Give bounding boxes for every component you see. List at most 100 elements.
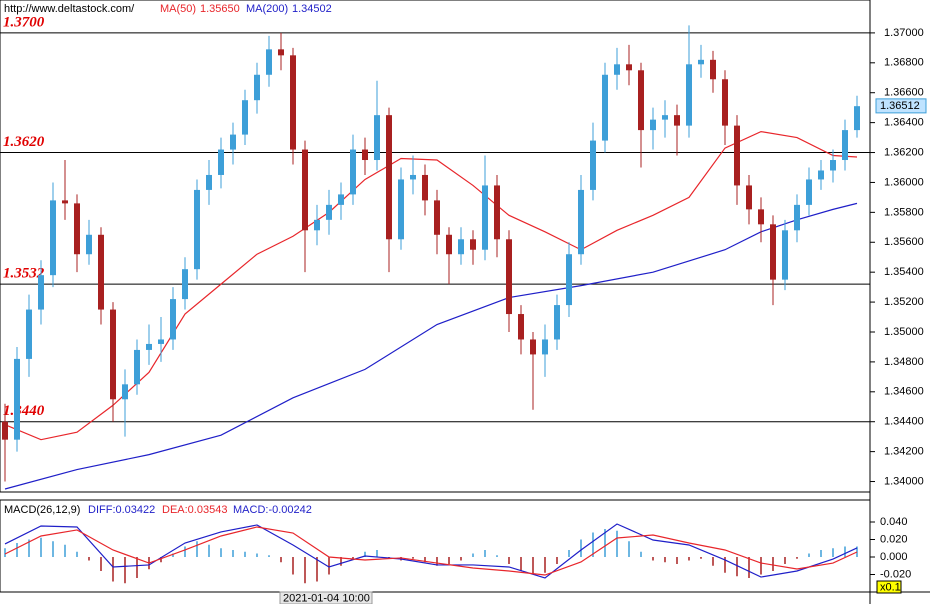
level-label: 1.3700 bbox=[3, 14, 45, 30]
y-tick-label: 1.35400 bbox=[884, 266, 924, 278]
legend-name: DEA:0.03543 bbox=[162, 504, 227, 516]
candle-body bbox=[122, 384, 128, 400]
price-panel bbox=[0, 0, 871, 493]
legend-value: 1.35650 bbox=[200, 3, 240, 15]
candle-body bbox=[434, 200, 440, 235]
candle-body bbox=[722, 79, 728, 126]
y-tick-label: 0.020 bbox=[880, 533, 908, 545]
candle-body bbox=[182, 269, 188, 300]
candle-body bbox=[782, 230, 788, 280]
candle-body bbox=[110, 309, 116, 400]
legend-value: 1.34502 bbox=[292, 3, 332, 15]
candle-body bbox=[278, 49, 284, 56]
y-tick-label: 1.36400 bbox=[884, 117, 924, 129]
y-tick-label: 0.040 bbox=[880, 516, 908, 528]
legend-name: DIFF:0.03422 bbox=[88, 504, 155, 516]
candle-body bbox=[266, 49, 272, 75]
candle-body bbox=[518, 314, 524, 340]
macd-panel bbox=[0, 499, 871, 593]
candle-body bbox=[614, 64, 620, 75]
price-tag-label: 1.36512 bbox=[880, 100, 920, 112]
y-tick-label: 1.36600 bbox=[884, 87, 924, 99]
candle-body bbox=[482, 185, 488, 250]
candle-body bbox=[458, 239, 464, 255]
candle-body bbox=[242, 100, 248, 135]
candle-body bbox=[650, 119, 656, 131]
source-url: http://www.deltastock.com/ bbox=[4, 3, 135, 15]
candle-body bbox=[566, 254, 572, 306]
legend-name: MA(200) bbox=[246, 3, 288, 15]
candle-body bbox=[758, 209, 764, 225]
y-tick-label: 1.35800 bbox=[884, 206, 924, 218]
candle-body bbox=[470, 239, 476, 250]
legend-name: MACD:-0.00242 bbox=[233, 504, 312, 516]
level-label: 1.3440 bbox=[3, 403, 45, 419]
candle-body bbox=[554, 305, 560, 340]
candle-body bbox=[38, 275, 44, 310]
candle-body bbox=[698, 59, 704, 65]
candle-body bbox=[734, 125, 740, 186]
level-label: 1.3620 bbox=[3, 134, 45, 150]
macd-title: MACD(26,12,9) bbox=[4, 504, 80, 516]
y-tick-label: 1.34400 bbox=[884, 416, 924, 428]
candle-body bbox=[494, 185, 500, 240]
candle-body bbox=[26, 309, 32, 359]
candle-body bbox=[314, 219, 320, 231]
moving-average bbox=[4, 130, 858, 441]
candle-body bbox=[602, 74, 608, 141]
candle-body bbox=[158, 339, 164, 344]
y-tick-label: 1.36000 bbox=[884, 176, 924, 188]
y-tick-label: 1.35000 bbox=[884, 326, 924, 338]
macd-line bbox=[4, 526, 858, 576]
candle-body bbox=[542, 339, 548, 355]
candle-body bbox=[638, 70, 644, 131]
candle-body bbox=[14, 358, 20, 440]
candle-body bbox=[386, 115, 392, 240]
candle-body bbox=[326, 204, 332, 220]
legend-name: MA(50) bbox=[160, 3, 196, 15]
candle-body bbox=[230, 134, 236, 150]
candle-body bbox=[854, 106, 860, 131]
candle-body bbox=[410, 174, 416, 180]
y-tick-label: 1.35200 bbox=[884, 296, 924, 308]
candle-body bbox=[302, 149, 308, 231]
candle-body bbox=[446, 234, 452, 255]
scale-label: x0.1 bbox=[880, 581, 901, 593]
candle-body bbox=[350, 149, 356, 195]
candle-body bbox=[62, 200, 68, 204]
candle-body bbox=[818, 170, 824, 180]
candle-body bbox=[830, 160, 836, 171]
candle-body bbox=[134, 349, 140, 385]
candle-body bbox=[506, 239, 512, 315]
candle-body bbox=[530, 339, 536, 355]
candle-body bbox=[674, 115, 680, 126]
candle-body bbox=[290, 55, 296, 150]
level-label: 1.3532 bbox=[3, 266, 45, 282]
cursor-label: 2021-01-04 10:00 bbox=[283, 592, 370, 604]
candle-body bbox=[374, 115, 380, 161]
candle-body bbox=[2, 421, 8, 440]
scale-box bbox=[876, 580, 902, 594]
candle-body bbox=[794, 204, 800, 231]
y-tick-label: 1.36800 bbox=[884, 57, 924, 69]
y-tick-label: 1.34800 bbox=[884, 356, 924, 368]
candle-body bbox=[206, 174, 212, 190]
candle-body bbox=[254, 74, 260, 101]
candle-body bbox=[74, 203, 80, 255]
candle-body bbox=[686, 64, 692, 126]
candle-body bbox=[578, 189, 584, 255]
candle-body bbox=[86, 234, 92, 255]
candle-body bbox=[194, 189, 200, 270]
candle-body bbox=[170, 299, 176, 340]
candle-body bbox=[710, 59, 716, 80]
price-layer: 1.34000 1.34200 1.34400 1.34600 1.34800 1.350… bbox=[0, 3, 927, 490]
candle-body bbox=[398, 179, 404, 240]
candle-body bbox=[422, 174, 428, 201]
candle-body bbox=[50, 200, 56, 276]
y-tick-label: 1.35600 bbox=[884, 236, 924, 248]
candle-body bbox=[146, 343, 152, 350]
y-tick-label: -0.020 bbox=[880, 568, 911, 580]
candle-body bbox=[590, 140, 596, 190]
y-tick-label: 1.34200 bbox=[884, 446, 924, 458]
y-tick-label: 1.34600 bbox=[884, 386, 924, 398]
